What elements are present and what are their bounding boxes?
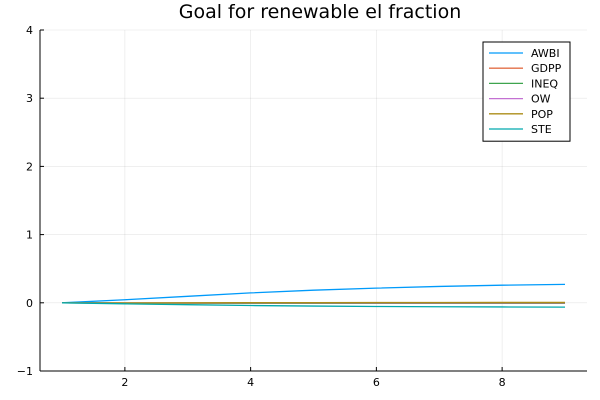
x-tick-label: 8 <box>499 376 506 389</box>
x-tick-label: 4 <box>247 376 254 389</box>
legend-label: AWBI <box>531 47 560 60</box>
x-tick-label: 6 <box>373 376 380 389</box>
y-tick-label: 0 <box>26 297 33 310</box>
x-tick-labels: 2 4 6 8 <box>121 376 505 389</box>
y-tick-label: −1 <box>17 365 33 378</box>
axes <box>39 29 587 372</box>
y-tick-label: 2 <box>26 160 33 173</box>
y-tick-label: 4 <box>26 24 33 37</box>
series-line-awbi <box>61 283 565 304</box>
legend-label: STE <box>531 123 552 136</box>
y-tick-label: 3 <box>26 92 33 105</box>
legend-label: POP <box>531 108 553 121</box>
y-tick-labels: −1 0 1 2 3 4 <box>17 24 33 378</box>
series-lines <box>61 283 565 308</box>
x-tick-label: 2 <box>121 376 128 389</box>
legend-label: INEQ <box>531 77 558 90</box>
legend-label: OW <box>531 93 551 106</box>
chart-title: Goal for renewable el fraction <box>179 1 462 23</box>
legend-box <box>482 41 571 142</box>
y-tick-label: 1 <box>26 229 33 242</box>
series-line-ste <box>61 302 565 308</box>
legend: AWBI GDPP INEQ OW POP STE <box>482 41 571 142</box>
legend-label: GDPP <box>531 62 562 75</box>
